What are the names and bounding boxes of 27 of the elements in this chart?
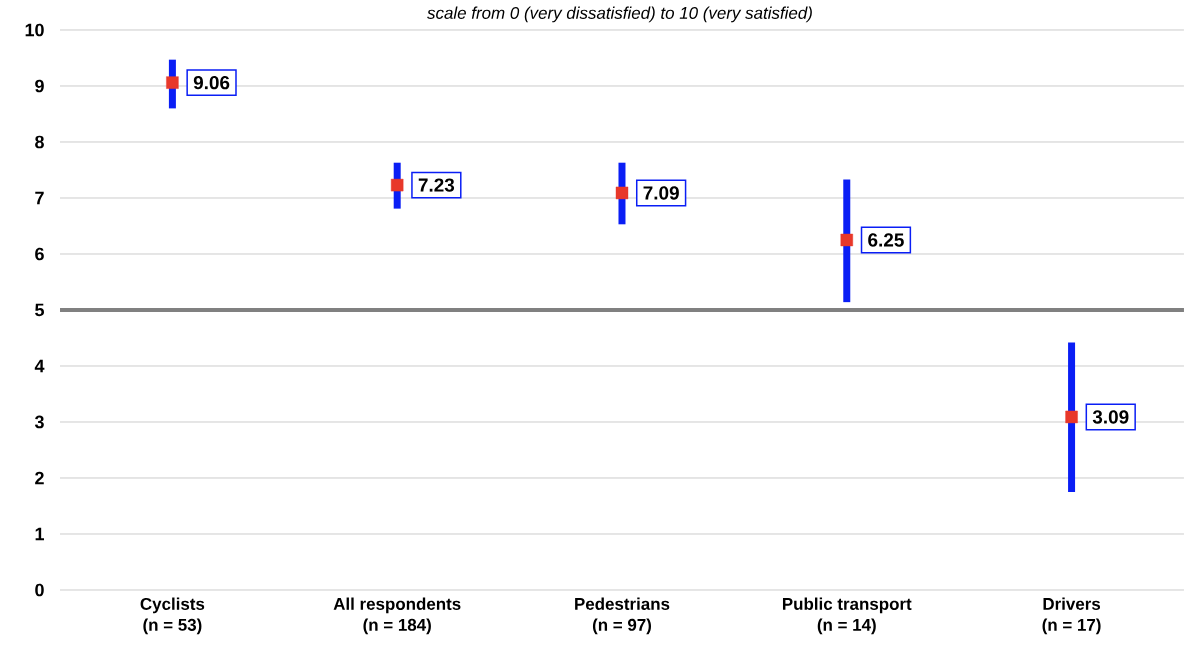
y-tick-label: 3 xyxy=(34,415,44,429)
y-tick-label: 2 xyxy=(35,471,44,485)
y-tick-label: 10 xyxy=(25,23,44,37)
x-tick-label: Pedestrians (n = 97) xyxy=(575,597,670,635)
x-tick-label: Public transport (n = 14) xyxy=(782,597,912,635)
x-tick-label: Cyclists (n = 53) xyxy=(140,597,205,635)
data-label: 7.23 xyxy=(418,178,455,192)
y-tick-label: 8 xyxy=(35,135,44,149)
y-tick-label: 6 xyxy=(35,247,44,261)
x-tick-label: All respondents (n = 184) xyxy=(333,597,461,635)
data-label: 9.06 xyxy=(193,75,230,90)
y-tick-label: 1 xyxy=(35,527,44,541)
data-label: 7.09 xyxy=(643,186,679,200)
y-tick-label: 5 xyxy=(35,303,44,317)
y-tick-label: 0 xyxy=(35,583,44,597)
point xyxy=(840,233,853,247)
point xyxy=(390,178,404,192)
y-tick-label: 4 xyxy=(34,359,45,373)
point xyxy=(1065,410,1078,424)
y-tick-label: 7 xyxy=(35,191,44,205)
data-label: 3.09 xyxy=(1092,410,1129,424)
y-tick-label: 9 xyxy=(35,79,44,93)
x-tick-label: Drivers (n = 17) xyxy=(1042,597,1101,635)
data-label: 6.25 xyxy=(868,233,904,247)
chart-subtitle: scale from 0 (very dissatisfied) to 10 (very satisfied) xyxy=(427,6,812,23)
point xyxy=(615,186,629,200)
point xyxy=(166,76,179,89)
